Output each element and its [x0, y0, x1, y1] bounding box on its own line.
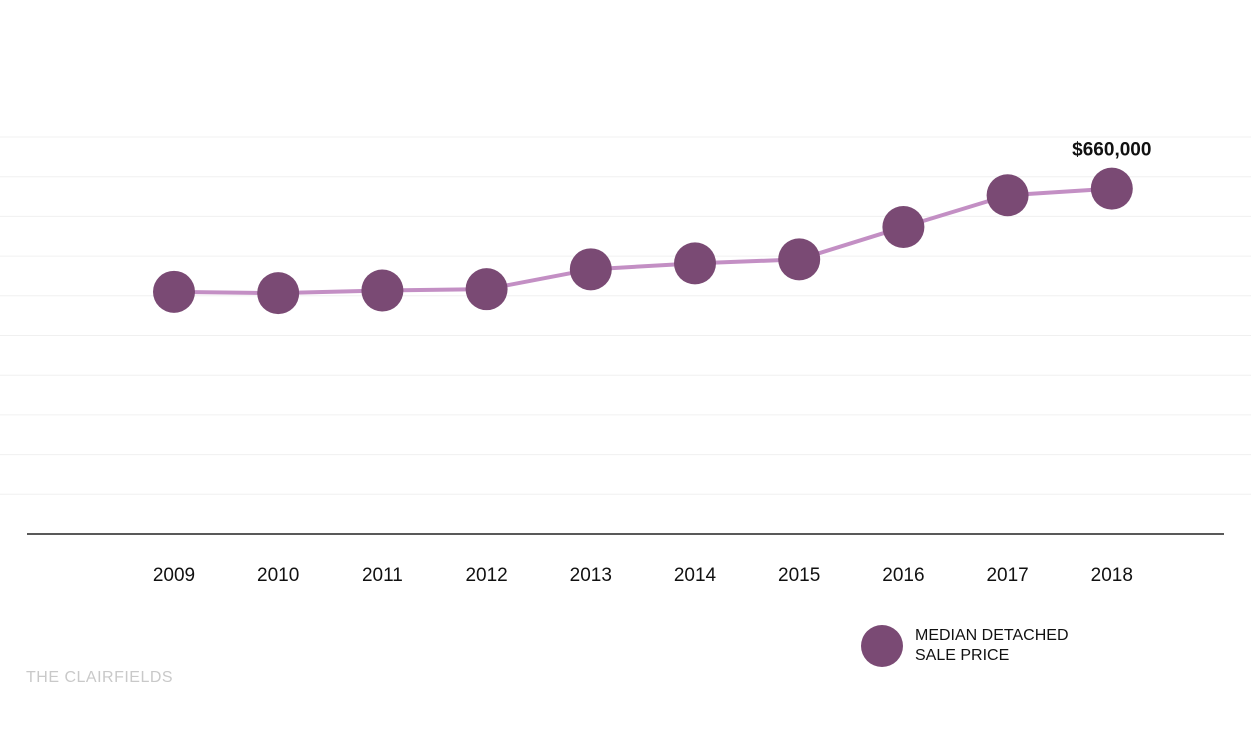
x-tick-label: 2017 [986, 565, 1028, 586]
legend-label: MEDIAN DETACHED SALE PRICE [915, 627, 1069, 664]
x-tick-label: 2014 [674, 565, 717, 586]
x-tick-label: 2018 [1091, 565, 1133, 586]
data-point-2015 [778, 238, 821, 281]
x-tick-label: 2011 [362, 565, 403, 586]
data-point-2018 [1090, 167, 1133, 210]
data-point-2011 [361, 269, 404, 312]
data-point-2014 [674, 242, 716, 285]
data-point-2016 [882, 205, 925, 248]
data-label: $660,000 [1072, 140, 1151, 161]
series-line [173, 186, 1112, 296]
watermark: THE CLAIRFIELDS [26, 669, 174, 686]
x-tick-labels: 2009 2010 2011 2012 2013 2014 2015 2016 2017 2018 [153, 565, 1133, 586]
x-tick-label: 2012 [465, 565, 507, 586]
data-point-2010 [257, 272, 300, 315]
x-tick-label: 2013 [570, 565, 612, 586]
gridlines [0, 136, 1251, 495]
legend: MEDIAN DETACHED SALE PRICE [861, 625, 1105, 667]
x-tick-label: 2015 [778, 565, 820, 586]
x-tick-label: 2016 [882, 565, 924, 586]
data-point-2009 [153, 270, 195, 313]
data-labels: $660,000 [1072, 140, 1151, 161]
data-point-2013 [569, 248, 612, 291]
legend-marker-icon [861, 625, 903, 667]
data-point-2017 [986, 174, 1029, 217]
x-tick-label: 2010 [257, 565, 299, 586]
data-point-2012 [465, 268, 508, 311]
data-points [153, 167, 1133, 315]
x-tick-label: 2009 [153, 565, 195, 586]
